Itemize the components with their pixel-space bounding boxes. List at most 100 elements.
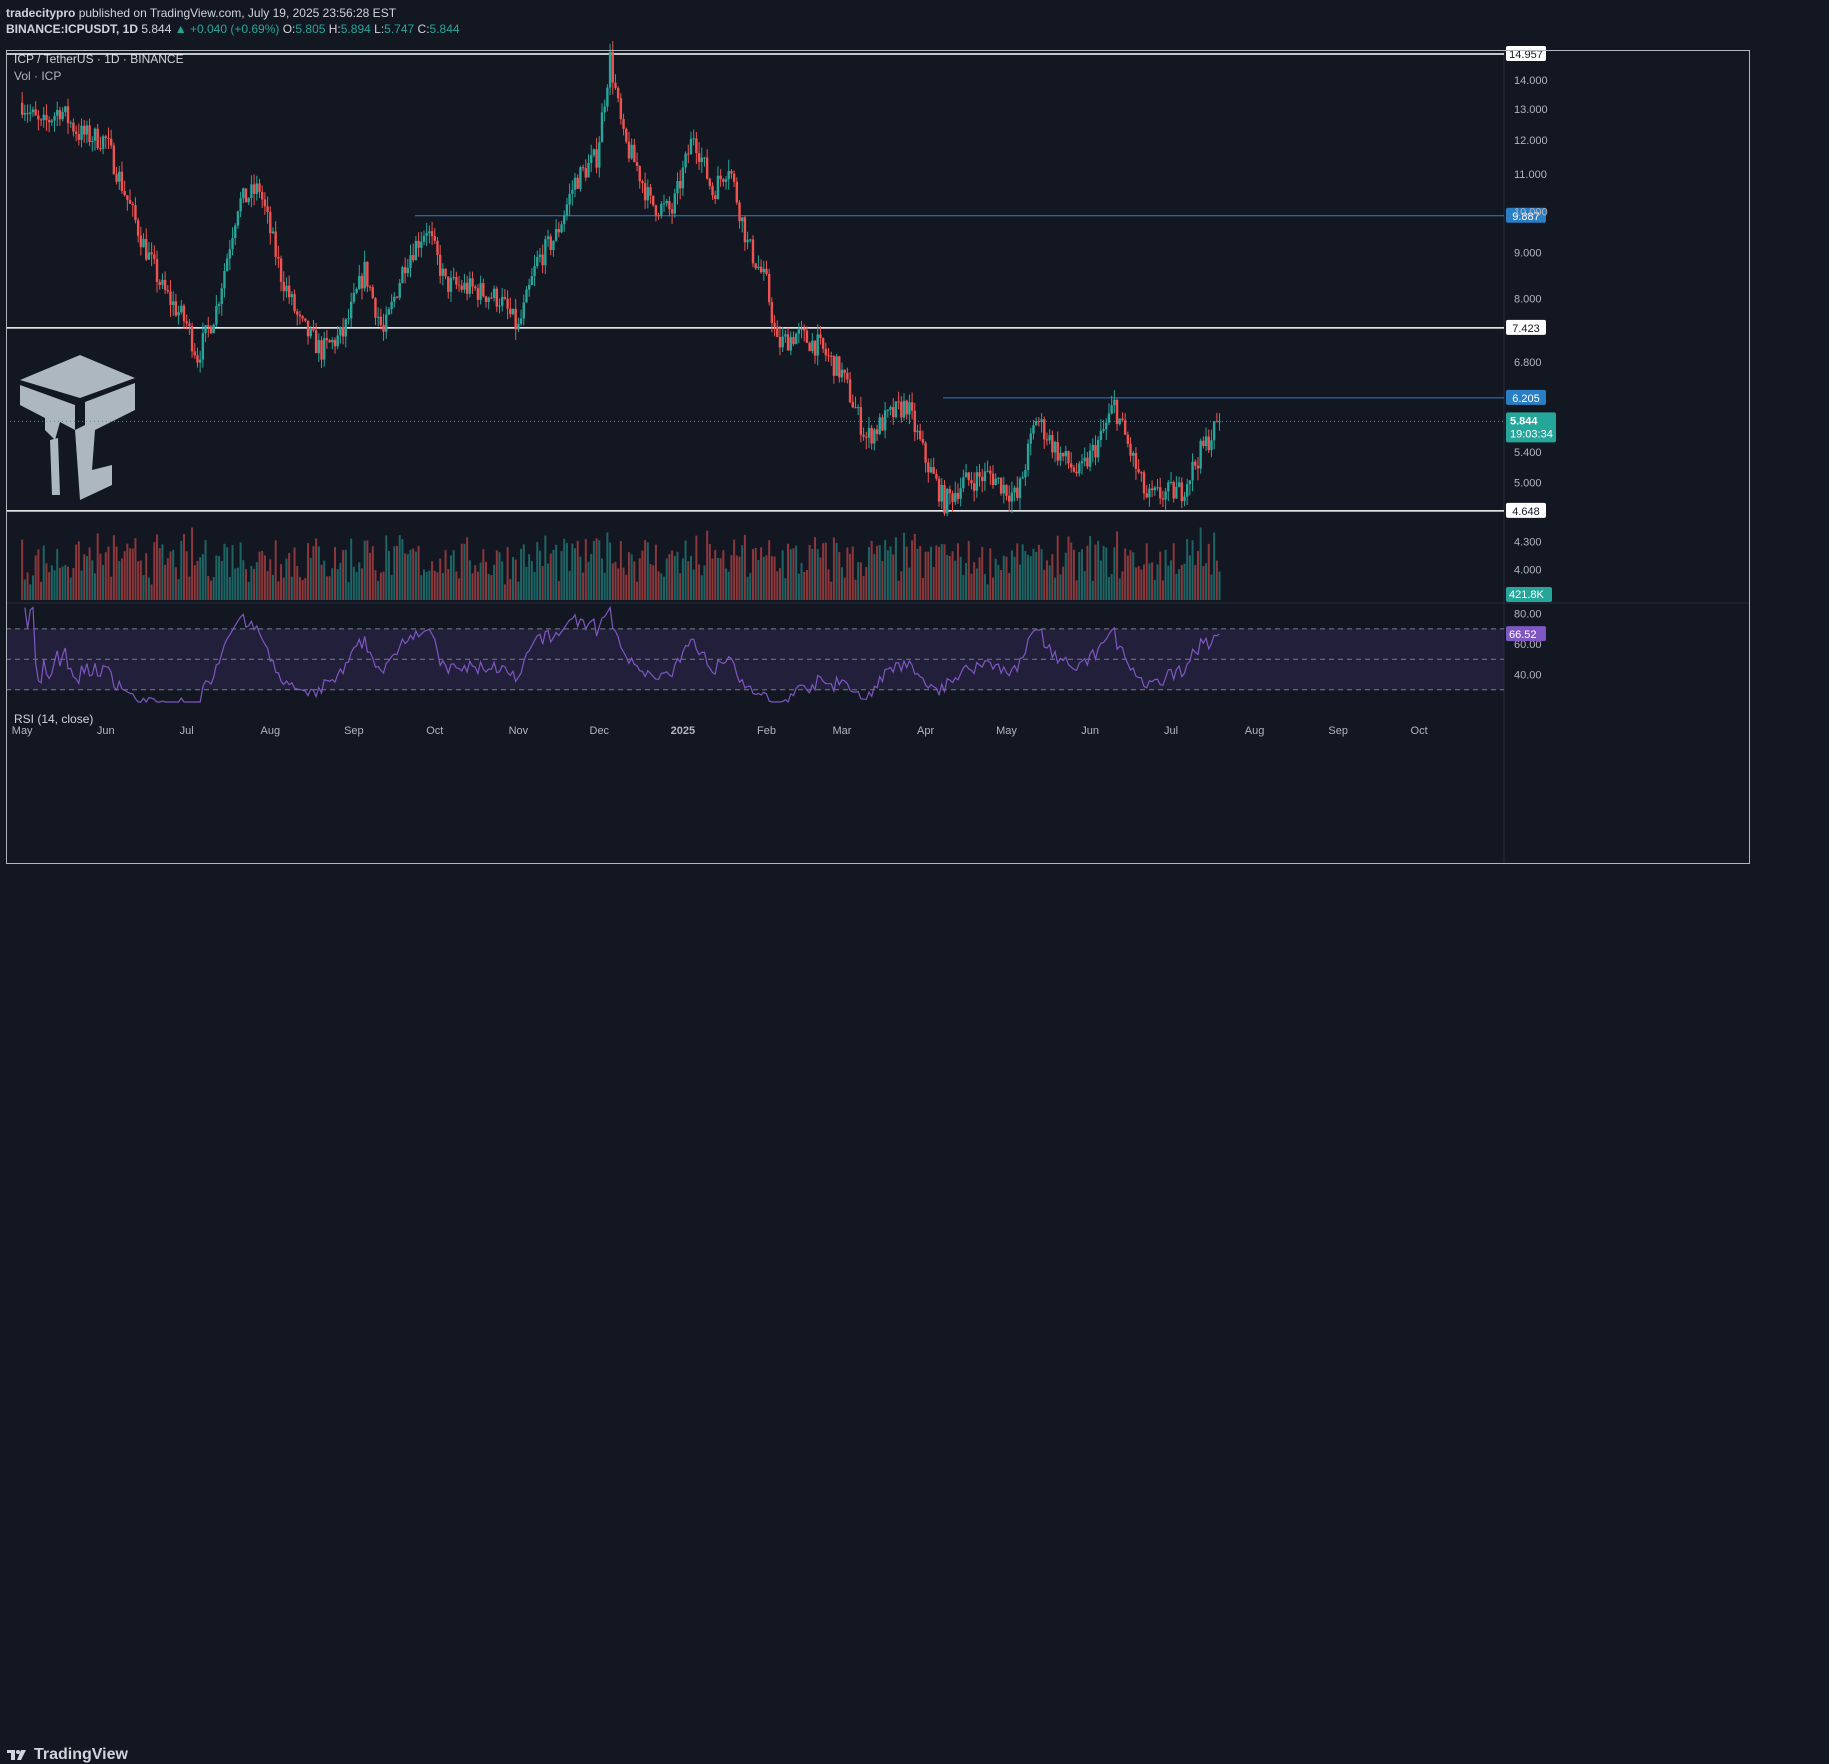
candle-body [573, 177, 577, 190]
level-price-label: 6.205 [1512, 393, 1540, 405]
candle-body [1091, 445, 1094, 451]
tradingview-logo[interactable]: TradingView [6, 1746, 128, 1764]
volume-bar [1062, 566, 1065, 600]
volume-bar [347, 582, 350, 600]
volume-bar [1156, 564, 1159, 600]
volume-bar [746, 576, 749, 600]
volume-bar [290, 576, 293, 600]
volume-bar [854, 579, 857, 600]
volume-bar [692, 569, 695, 600]
candle-body [660, 203, 663, 216]
volume-bar [104, 552, 107, 600]
volume-bar [126, 543, 129, 600]
candle-body [142, 238, 145, 248]
candle-body [859, 407, 863, 435]
volume-bar [1018, 564, 1021, 600]
volume-bar [61, 566, 64, 600]
volume-bar [1037, 544, 1040, 600]
candle-body [498, 305, 501, 307]
candle-body [608, 51, 612, 88]
rsi-line [24, 605, 1220, 704]
volume-bar [490, 575, 493, 600]
author-name[interactable]: tradecitypro [6, 6, 76, 20]
volume-bar [1045, 560, 1048, 600]
candle-body [673, 193, 676, 214]
candle-body [503, 296, 507, 299]
candle-body [687, 153, 690, 155]
level-price-tag [1506, 502, 1546, 518]
volume-bar [830, 581, 833, 600]
candle-body [147, 252, 151, 260]
candle-body [776, 326, 779, 338]
volume-bar [231, 545, 234, 600]
candle-body [118, 171, 121, 182]
volume-bar [622, 567, 625, 600]
candle-body [832, 355, 836, 376]
volume-bar [377, 581, 380, 600]
candle-body [514, 308, 517, 330]
candle-body [1188, 480, 1192, 484]
volume-bar [908, 567, 911, 600]
volume-bar [1102, 545, 1105, 600]
candle-body [767, 274, 771, 303]
low-label: L: [374, 22, 385, 36]
volume-bar [158, 548, 161, 600]
volume-bar [832, 537, 835, 600]
candle-body [711, 185, 714, 196]
volume-bar [1180, 564, 1183, 600]
candle-body [29, 112, 32, 114]
volume-bar [1091, 580, 1094, 600]
y-tick-label: 5.000 [1514, 477, 1542, 489]
volume-bar [630, 554, 633, 600]
level-price-label: 4.648 [1512, 506, 1540, 518]
volume-bar [770, 556, 773, 600]
candle-body [1129, 443, 1132, 456]
volume-bar [884, 540, 887, 600]
volume-bar [1191, 540, 1194, 600]
candle-body [1072, 467, 1076, 472]
volume-bar [342, 550, 345, 600]
volume-bar [946, 554, 949, 600]
candle-body [789, 337, 792, 351]
pair-legend[interactable]: ICP / TetherUS · 1D · BINANCE [14, 52, 184, 66]
candle-body [614, 82, 617, 89]
volume-bar [549, 553, 552, 600]
candle-body [902, 400, 906, 418]
rsi-legend[interactable]: RSI (14, close) [14, 712, 94, 726]
candle-body [568, 193, 571, 205]
price-chart[interactable]: 14.9579.8877.4236.2054.6485.84419:03:341… [0, 0, 1829, 903]
candle-body [1194, 461, 1197, 466]
candle-body [1083, 457, 1086, 462]
candle-body [220, 288, 223, 305]
volume-bar [665, 558, 668, 600]
price-change: +0.040 (+0.69%) [189, 22, 280, 36]
candle-body [981, 476, 984, 482]
volume-bar [660, 573, 663, 600]
volume-bar [431, 561, 434, 600]
rsi-tick-label: 80.00 [1514, 609, 1542, 621]
candle-body [314, 330, 318, 354]
volume-bar [336, 569, 339, 600]
volume-bar [994, 558, 997, 600]
ohlc-line: BINANCE:ICPUSDT, 1D 5.844 ▲ +0.040 (+0.6… [6, 22, 460, 36]
candle-body [61, 112, 64, 120]
candle-body [1132, 452, 1135, 456]
volume-bar [409, 549, 412, 600]
volume-bar [293, 547, 296, 600]
volume-bar [1183, 563, 1186, 600]
volume-bar [228, 577, 231, 600]
volume-bar [916, 548, 919, 600]
candle-body [320, 340, 323, 360]
candle-body [886, 409, 890, 411]
candle-body [784, 334, 787, 337]
volume-legend[interactable]: Vol · ICP [14, 69, 62, 83]
watermark-logo [20, 355, 135, 500]
candle-body [1196, 465, 1200, 469]
volume-bar [560, 551, 563, 600]
candle-body [616, 88, 620, 99]
volume-bar [913, 533, 916, 600]
candle-body [1053, 441, 1057, 453]
candle-body [676, 180, 679, 194]
candle-body [525, 289, 528, 303]
candle-body [358, 275, 361, 290]
